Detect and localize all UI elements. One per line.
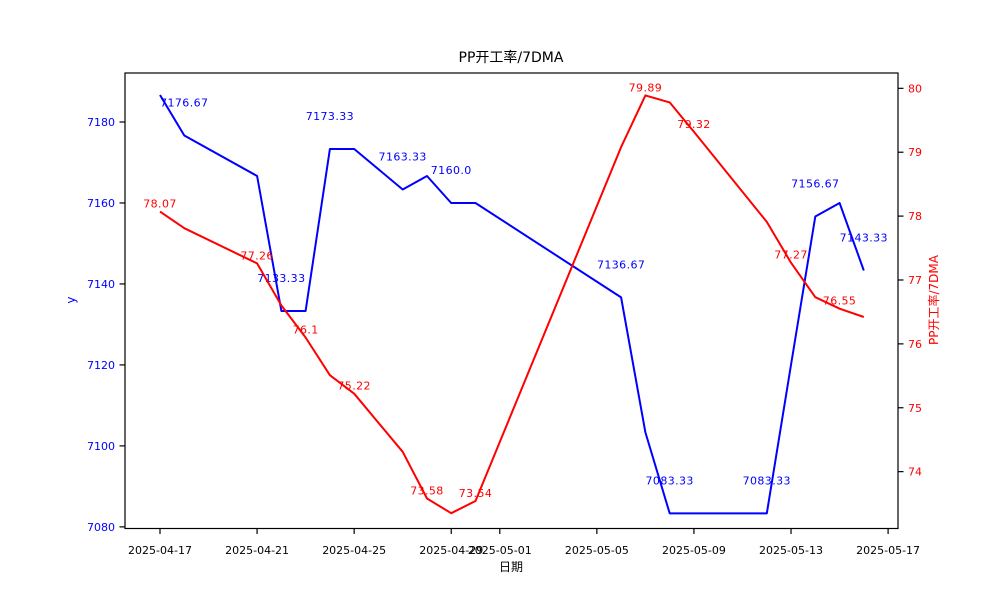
right-tick-label: 76: [908, 338, 922, 351]
y-value-annotation: 7083.33: [743, 474, 791, 487]
series-line-7dma: [159, 94, 865, 515]
right-tick-label: 75: [908, 402, 922, 415]
y-value-annotation: 7163.33: [379, 150, 427, 163]
left-tick-label: 7140: [87, 278, 115, 291]
x-tick-label: 2025-05-05: [565, 544, 629, 557]
dma-value-annotation: 78.07: [143, 198, 177, 211]
left-tick-label: 7080: [87, 521, 115, 534]
dma-value-annotation: 77.26: [240, 249, 274, 262]
dma-value-annotation: 79.32: [677, 118, 711, 131]
y-value-annotation: 7176.67: [160, 96, 208, 109]
dma-value-annotation: 75.22: [337, 380, 371, 393]
y-value-annotation: 7136.67: [597, 258, 645, 271]
dma-value-annotation: 76.55: [823, 295, 857, 308]
y-value-annotation: 7143.33: [840, 231, 888, 244]
right-tick-label: 74: [908, 466, 922, 479]
chart-title: PP开工率/7DMA: [459, 49, 564, 66]
right-tick-label: 78: [908, 210, 922, 223]
x-tick-label: 2025-05-09: [662, 544, 726, 557]
x-tick-label: 2025-05-17: [856, 544, 920, 557]
x-axis-label: 日期: [499, 560, 523, 574]
x-tick-label: 2025-05-01: [468, 544, 532, 557]
axes-frame: [124, 72, 899, 530]
y-value-annotation: 7133.33: [257, 272, 305, 285]
dma-value-annotation: 76.1: [293, 323, 319, 336]
x-tick-label: 2025-05-13: [759, 544, 823, 557]
dma-value-annotation: 73.54: [459, 487, 493, 500]
x-tick-label: 2025-04-17: [128, 544, 192, 557]
left-tick-label: 7180: [87, 116, 115, 129]
left-tick-label: 7120: [87, 359, 115, 372]
x-tick-label: 2025-04-21: [225, 544, 289, 557]
x-tick-label: 2025-04-29: [419, 544, 483, 557]
y-value-annotation: 7160.0: [431, 164, 472, 177]
dma-value-annotation: 79.89: [629, 81, 663, 94]
right-tick-label: 79: [908, 146, 922, 159]
right-tick-label: 80: [908, 82, 922, 95]
left-tick-label: 7100: [87, 440, 115, 453]
y-value-annotation: 7156.67: [791, 177, 839, 190]
x-tick-label: 2025-04-25: [322, 544, 386, 557]
left-tick-label: 7160: [87, 197, 115, 210]
right-y-axis-label: PP开工率/7DMA: [926, 254, 941, 345]
y-value-annotation: 7173.33: [306, 110, 354, 123]
dma-value-annotation: 73.58: [410, 484, 444, 497]
left-y-axis-label: y: [64, 296, 78, 303]
dma-value-annotation: 77.27: [774, 249, 808, 262]
right-tick-label: 77: [908, 274, 922, 287]
y-value-annotation: 7083.33: [646, 474, 694, 487]
series-line-y: [159, 94, 865, 515]
